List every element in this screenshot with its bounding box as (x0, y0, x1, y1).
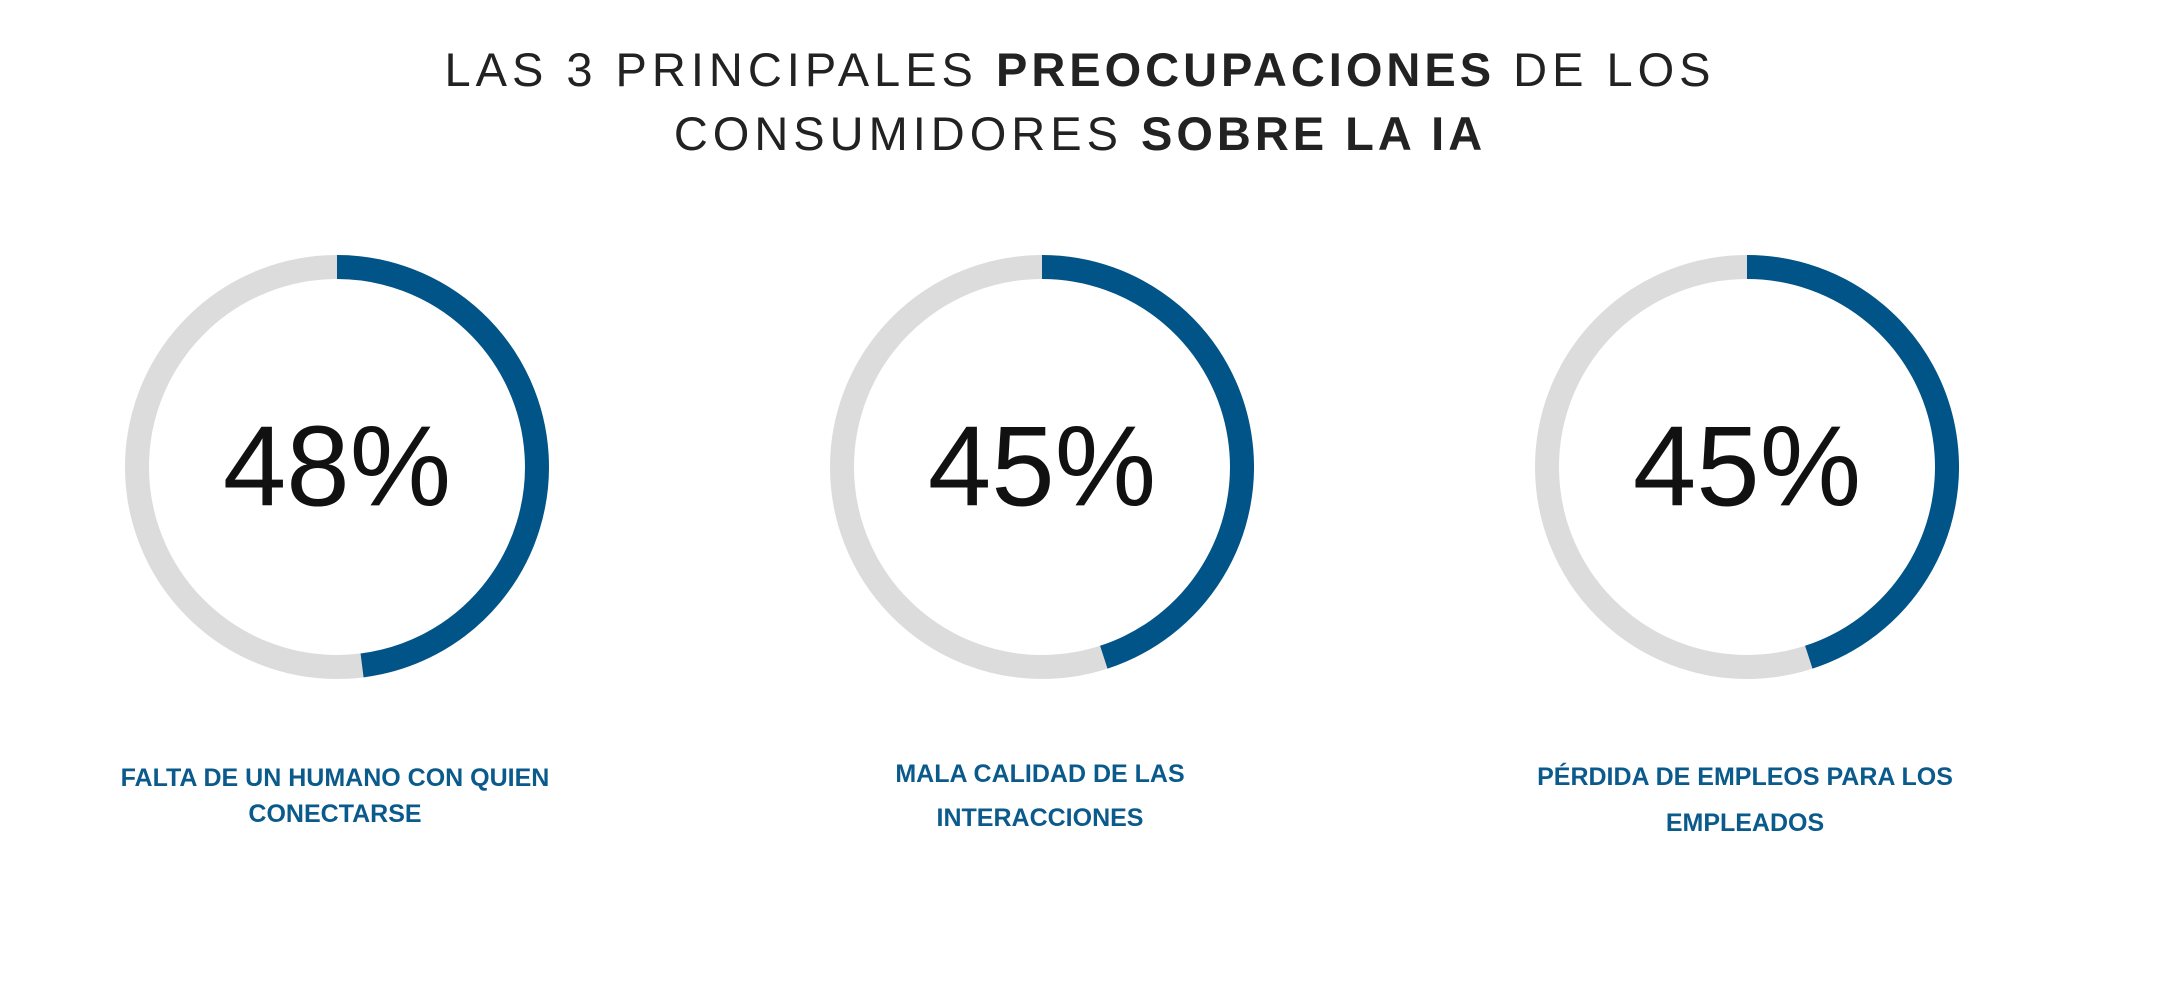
donut-svg-1: 48% (125, 255, 549, 679)
donut-value-label: 45% (928, 404, 1156, 531)
donut-chart-3: 45% (1535, 255, 1959, 679)
title-emphasis-1: PREOCUPACIONES (995, 43, 1496, 96)
donut-value-label: 45% (1633, 404, 1861, 531)
donut-value-arc (336, 255, 549, 678)
donut-value-arc (1041, 255, 1254, 669)
donut-chart-2: 45% (830, 255, 1254, 679)
category-label-1: FALTA DE UN HUMANO CON QUIEN CONECTARSE (120, 764, 550, 828)
chart-title: LAS 3 PRINCIPALES PREOCUPACIONES DE LOS … (0, 38, 2160, 166)
donut-value-label: 48% (223, 404, 451, 531)
title-line-1: LAS 3 PRINCIPALES PREOCUPACIONES DE LOS (444, 43, 1716, 96)
donut-svg-2: 45% (830, 255, 1254, 679)
donut-svg-3: 45% (1535, 255, 1959, 679)
donut-value-arc (1746, 255, 1959, 669)
title-emphasis-2: SOBRE LA IA (1140, 107, 1487, 160)
category-label-2: MALA CALIDAD DE LAS INTERACCIONES (895, 760, 1185, 832)
donut-chart-1: 48% (125, 255, 549, 679)
title-line-2: CONSUMIDORES SOBRE LA IA (673, 107, 1487, 160)
category-label-3: PÉRDIDA DE EMPLEOS PARA LOS EMPLEADOS (1537, 763, 1953, 837)
